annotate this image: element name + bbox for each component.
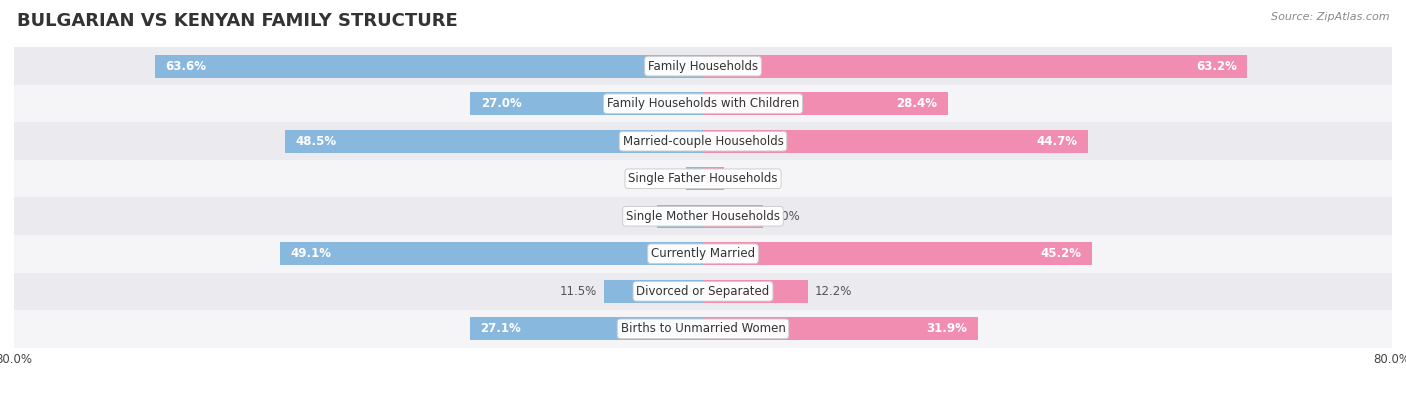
Bar xyxy=(658,205,703,228)
Bar xyxy=(703,242,1092,265)
Bar xyxy=(280,242,703,265)
Bar xyxy=(14,85,1392,122)
Text: Source: ZipAtlas.com: Source: ZipAtlas.com xyxy=(1271,12,1389,22)
Text: Single Father Households: Single Father Households xyxy=(628,172,778,185)
Text: Divorced or Separated: Divorced or Separated xyxy=(637,285,769,298)
Bar xyxy=(285,130,703,153)
Text: Births to Unmarried Women: Births to Unmarried Women xyxy=(620,322,786,335)
Bar xyxy=(14,310,1392,348)
Text: 49.1%: 49.1% xyxy=(291,247,332,260)
Bar xyxy=(703,317,977,340)
Text: 44.7%: 44.7% xyxy=(1036,135,1077,148)
Text: 2.0%: 2.0% xyxy=(650,172,679,185)
Text: 5.3%: 5.3% xyxy=(621,210,651,223)
Bar xyxy=(14,160,1392,198)
Bar xyxy=(14,273,1392,310)
Text: Single Mother Households: Single Mother Households xyxy=(626,210,780,223)
Bar xyxy=(686,167,703,190)
Text: 11.5%: 11.5% xyxy=(560,285,598,298)
Bar xyxy=(703,130,1088,153)
Text: Family Households with Children: Family Households with Children xyxy=(607,97,799,110)
Text: Family Households: Family Households xyxy=(648,60,758,73)
Bar xyxy=(14,47,1392,85)
Text: Currently Married: Currently Married xyxy=(651,247,755,260)
Text: 12.2%: 12.2% xyxy=(815,285,852,298)
Bar xyxy=(703,167,724,190)
Text: 63.6%: 63.6% xyxy=(166,60,207,73)
Text: 27.1%: 27.1% xyxy=(479,322,520,335)
Text: 27.0%: 27.0% xyxy=(481,97,522,110)
Text: 31.9%: 31.9% xyxy=(927,322,967,335)
Bar xyxy=(14,122,1392,160)
Bar xyxy=(703,205,763,228)
Bar xyxy=(14,198,1392,235)
Bar xyxy=(703,92,948,115)
Text: 28.4%: 28.4% xyxy=(896,97,938,110)
Bar xyxy=(471,92,703,115)
Text: 48.5%: 48.5% xyxy=(295,135,337,148)
Bar xyxy=(155,55,703,78)
Bar xyxy=(14,235,1392,273)
Bar xyxy=(605,280,703,303)
Bar xyxy=(703,55,1247,78)
Text: 2.4%: 2.4% xyxy=(731,172,761,185)
Text: 7.0%: 7.0% xyxy=(770,210,800,223)
Bar xyxy=(470,317,703,340)
Text: 45.2%: 45.2% xyxy=(1040,247,1083,260)
Text: Married-couple Households: Married-couple Households xyxy=(623,135,783,148)
Bar xyxy=(703,280,808,303)
Text: 63.2%: 63.2% xyxy=(1197,60,1237,73)
Text: BULGARIAN VS KENYAN FAMILY STRUCTURE: BULGARIAN VS KENYAN FAMILY STRUCTURE xyxy=(17,12,457,30)
